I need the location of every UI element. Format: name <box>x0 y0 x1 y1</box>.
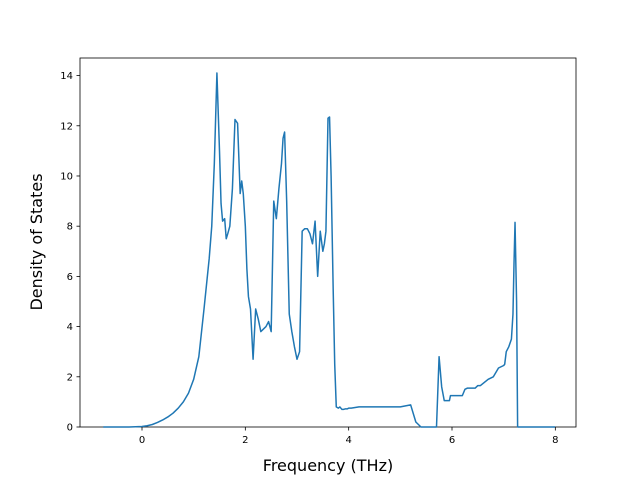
x-tick-label: 4 <box>345 435 351 446</box>
plot-frame <box>79 57 577 428</box>
y-axis-ticks: 0 2 4 6 8 10 12 14 <box>60 71 80 434</box>
series-line <box>103 72 556 428</box>
y-tick-label: 4 <box>67 322 73 333</box>
x-tick-label: 8 <box>552 435 558 446</box>
x-tick-label: 6 <box>449 435 455 446</box>
y-tick-label: 10 <box>60 171 73 182</box>
y-tick-label: 6 <box>67 272 73 283</box>
y-tick-label: 2 <box>67 372 73 383</box>
y-tick-label: 8 <box>67 222 73 233</box>
x-tick-label: 2 <box>242 435 248 446</box>
y-tick-label: 0 <box>67 423 73 434</box>
x-axis-ticks: 0 2 4 6 8 <box>139 427 559 446</box>
x-tick-label: 0 <box>139 435 145 446</box>
y-tick-label: 12 <box>60 121 73 132</box>
y-tick-label: 14 <box>60 71 73 82</box>
y-axis-label: Density of States <box>27 173 46 310</box>
x-axis-label: Frequency (THz) <box>263 456 393 475</box>
